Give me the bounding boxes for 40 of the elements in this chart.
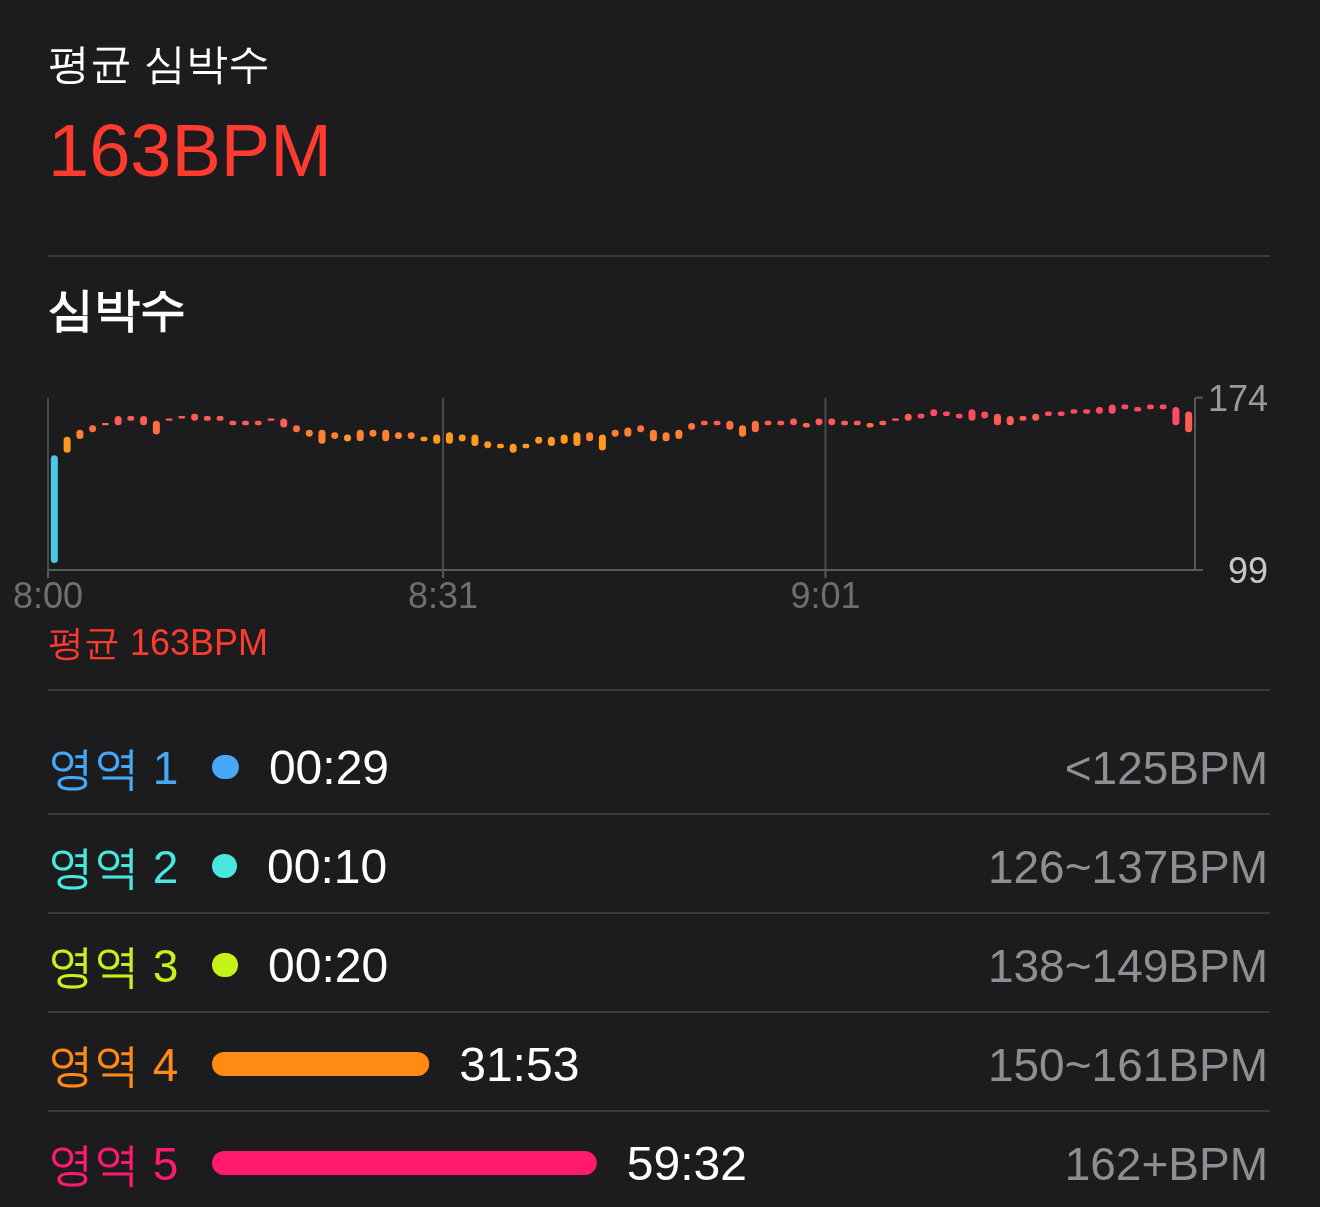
text: 평균 163BPM [48, 622, 269, 663]
x-tick-label: 8:00 [12, 575, 84, 616]
y-tick-label: 영역 4 [48, 1039, 179, 1091]
bar [649, 429, 657, 442]
text: 138~149BPM [987, 940, 1268, 992]
bar [63, 436, 71, 453]
bar [942, 411, 950, 417]
bar [573, 432, 581, 446]
text: 평균 심박수 [48, 40, 270, 87]
x-tick-label: 9:01 [790, 575, 861, 616]
y-tick-label: 99 [1227, 550, 1268, 591]
text: 150~161BPM [987, 1039, 1268, 1091]
y-tick-label: 영역 2 [48, 841, 179, 893]
bar [1185, 411, 1193, 433]
bar [152, 420, 160, 435]
bar [1083, 409, 1091, 414]
bar [802, 422, 810, 428]
bar [968, 409, 976, 421]
bar [598, 434, 606, 451]
bar [1172, 406, 1180, 426]
data-label: 59:32 [626, 1137, 747, 1190]
data-label: 00:29 [268, 741, 390, 794]
bar [50, 455, 58, 564]
y-tick-label: 영역 5 [48, 1138, 179, 1190]
bar [739, 425, 747, 437]
text: 163BPM [48, 109, 332, 192]
data-label: 31:53 [459, 1038, 580, 1091]
y-tick-label: 영역 1 [48, 742, 179, 794]
bar [1044, 411, 1052, 417]
bar [751, 420, 759, 433]
y-tick-label: 174 [1207, 377, 1268, 419]
x-tick-label: 8:31 [408, 575, 479, 616]
chart-title: 심박수 [48, 283, 186, 335]
text: <125BPM [1064, 742, 1268, 794]
data-label: 00:20 [268, 939, 389, 992]
data-label: 00:10 [267, 840, 388, 893]
text: 162+BPM [1064, 1138, 1268, 1190]
text: 126~137BPM [987, 841, 1268, 893]
bar [993, 413, 1001, 426]
y-tick-label: 영역 3 [48, 940, 179, 992]
